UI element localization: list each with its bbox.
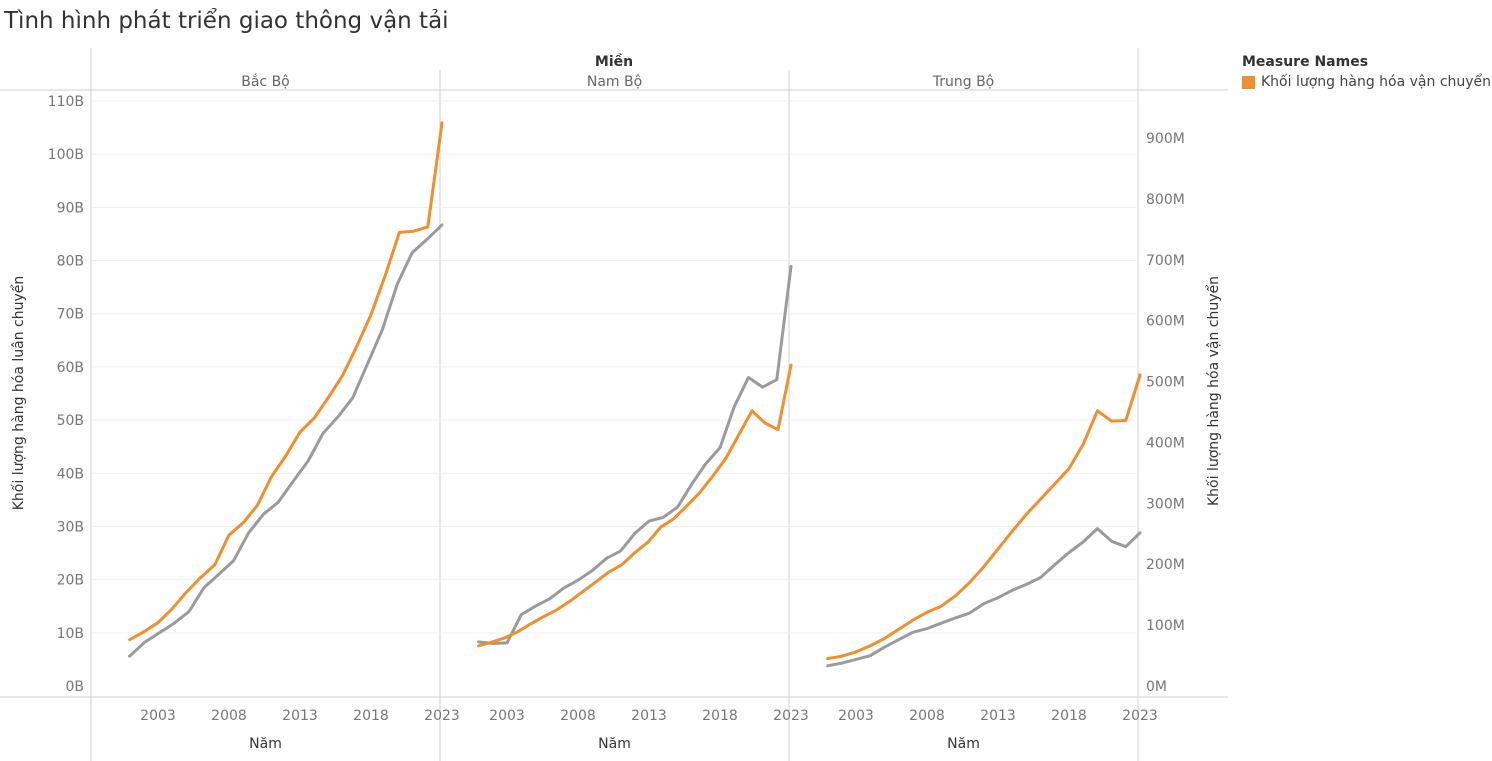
legend-title: Measure Names bbox=[1242, 54, 1369, 70]
x-tick-label: 2013 bbox=[980, 708, 1016, 724]
left-tick-label: 50B bbox=[57, 413, 84, 429]
left-tick-label: 0B bbox=[65, 679, 84, 695]
right-tick-label: 900M bbox=[1146, 131, 1185, 147]
x-tick-label: 2018 bbox=[1051, 708, 1087, 724]
panel-label: Nam Bộ bbox=[587, 74, 642, 90]
left-tick-label: 100B bbox=[48, 147, 84, 163]
x-axis-title: Năm bbox=[598, 736, 631, 752]
right-tick-label: 500M bbox=[1146, 375, 1185, 391]
x-tick-label: 2008 bbox=[909, 708, 945, 724]
x-tick-label: 2013 bbox=[282, 708, 318, 724]
right-tick-label: 300M bbox=[1146, 496, 1185, 512]
legend-swatch bbox=[1242, 75, 1255, 89]
right-tick-label: 0M bbox=[1146, 679, 1167, 695]
series-line-luan-chuyen bbox=[477, 264, 793, 645]
x-tick-label: 2023 bbox=[773, 708, 809, 724]
x-tick-label: 2003 bbox=[140, 708, 176, 724]
right-tick-label: 600M bbox=[1146, 314, 1185, 330]
panel-label: Trung Bộ bbox=[932, 74, 995, 90]
legend-label: Khối lượng hàng hóa vận chuyển bbox=[1261, 74, 1492, 90]
right-tick-label: 400M bbox=[1146, 435, 1185, 451]
x-tick-label: 2023 bbox=[424, 708, 460, 724]
series-line-van-chuyen bbox=[477, 363, 793, 648]
series-line-luan-chuyen bbox=[826, 527, 1142, 668]
right-tick-label: 700M bbox=[1146, 253, 1185, 269]
legend: Measure Names Khối lượng hàng hóa vận ch… bbox=[1242, 54, 1491, 90]
x-tick-label: 2023 bbox=[1122, 708, 1158, 724]
left-tick-label: 70B bbox=[57, 307, 84, 323]
series-line-van-chuyen bbox=[826, 373, 1142, 661]
facet-header: Miền bbox=[595, 53, 633, 70]
right-tick-label: 100M bbox=[1146, 618, 1185, 634]
left-axis-title: Khối lượng hàng hóa luân chuyển bbox=[10, 276, 27, 511]
left-tick-label: 40B bbox=[57, 466, 84, 482]
right-axis-title: Khối lượng hàng hóa vận chuyển bbox=[1205, 276, 1222, 506]
x-axis-title: Năm bbox=[249, 736, 282, 752]
left-tick-label: 90B bbox=[57, 200, 84, 216]
chart-title: Tình hình phát triển giao thông vận tải bbox=[4, 8, 449, 34]
left-tick-label: 110B bbox=[48, 94, 84, 110]
x-axis-title: Năm bbox=[947, 736, 980, 752]
x-tick-label: 2003 bbox=[489, 708, 525, 724]
series-line-luan-chuyen bbox=[128, 223, 444, 658]
left-tick-label: 80B bbox=[57, 254, 84, 270]
x-tick-label: 2008 bbox=[211, 708, 247, 724]
legend-item-van-chuyen[interactable]: Khối lượng hàng hóa vận chuyển bbox=[1242, 74, 1491, 90]
right-tick-label: 200M bbox=[1146, 557, 1185, 573]
x-tick-label: 2008 bbox=[560, 708, 596, 724]
x-tick-label: 2003 bbox=[838, 708, 874, 724]
series-line-van-chuyen bbox=[128, 121, 444, 642]
left-tick-label: 30B bbox=[57, 519, 84, 535]
x-tick-label: 2018 bbox=[702, 708, 738, 724]
left-tick-label: 60B bbox=[57, 360, 84, 376]
left-tick-label: 20B bbox=[57, 573, 84, 589]
left-tick-label: 10B bbox=[57, 626, 84, 642]
right-tick-label: 800M bbox=[1146, 192, 1185, 208]
panel-label: Bắc Bộ bbox=[241, 73, 290, 90]
x-tick-label: 2018 bbox=[353, 708, 389, 724]
x-tick-label: 2013 bbox=[631, 708, 667, 724]
